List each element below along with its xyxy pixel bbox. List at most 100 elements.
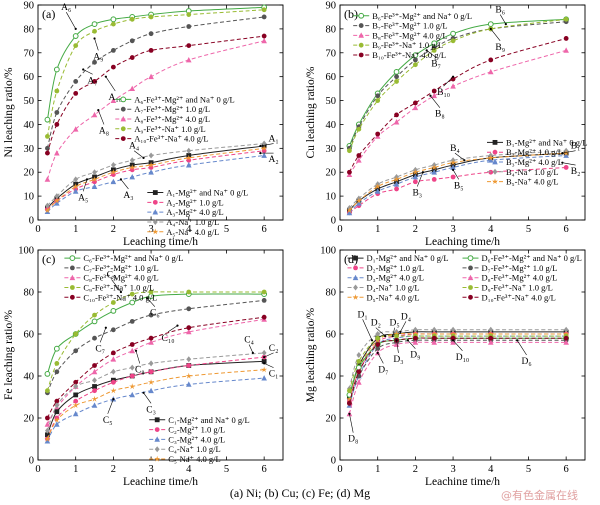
data-point-A4 [186, 147, 192, 154]
data-point-C8 [148, 339, 154, 345]
data-point-A10 [261, 33, 267, 39]
data-point-C8 [185, 328, 192, 335]
data-point-C3 [148, 387, 154, 394]
data-point-B10 [356, 153, 362, 158]
plot-frame [37, 249, 284, 461]
y-tick-label: 70 [326, 48, 337, 59]
data-point-D4 [412, 326, 418, 333]
legend-swatch-marker [492, 139, 498, 145]
data-point-A4 [73, 176, 79, 183]
data-point-B8 [393, 119, 400, 125]
data-point-C3 [129, 391, 136, 398]
data-point-B9 [394, 79, 399, 84]
legend-entry-label: B₆-Fe³⁺-Mg²⁺ and Na⁺ 0 g/L [372, 11, 472, 21]
data-point-C8 [129, 347, 136, 354]
data-point-D5 [563, 330, 570, 337]
data-point-C10 [186, 325, 192, 331]
y-tick-label: 90 [326, 1, 337, 12]
data-point-B5 [431, 164, 438, 171]
data-point-C3 [261, 375, 267, 381]
data-point-B10 [347, 169, 352, 175]
data-point-C7 [92, 335, 97, 341]
annotation-arrowhead [348, 412, 351, 415]
annotation-arrow [407, 340, 416, 349]
annotation-arrow [349, 413, 354, 433]
data-point-C9 [45, 388, 50, 394]
x-tick-label: 1 [375, 464, 380, 475]
annotation-label: C₉ [107, 270, 117, 280]
y-axis-label: Mg leaching ratio/% [305, 307, 317, 402]
data-point-D5 [487, 330, 494, 337]
legend-swatch-marker [154, 455, 161, 462]
y-tick-label: 40 [326, 120, 337, 131]
data-point-C4 [110, 368, 116, 375]
data-point-C8 [91, 368, 98, 375]
data-point-A4 [129, 157, 135, 164]
x-tick-label: 4 [186, 464, 192, 475]
y-axis-label: Ni leaching ratio/% [3, 67, 15, 157]
data-point-A5 [91, 176, 98, 182]
annotation-arrow [392, 327, 395, 337]
legend-swatch-marker [353, 265, 358, 271]
annotation-arrow [377, 352, 384, 364]
data-point-A8 [148, 73, 154, 80]
annotation-arrow [147, 298, 156, 307]
series-line-C6 [46, 293, 265, 375]
y-tick-label: 20 [326, 414, 337, 425]
series-line-C10 [46, 316, 265, 419]
data-point-C5 [91, 395, 98, 402]
y-tick-label: 90 [24, 1, 35, 12]
data-point-D10 [450, 335, 456, 341]
annotation-arrow [107, 398, 114, 414]
legend-entry-label: D₄-Na⁺ 1.0 g/L [367, 283, 420, 293]
annotation-arrowhead [119, 178, 123, 181]
data-point-B2 [394, 186, 399, 192]
legend-entry-label: B₅-Na⁺ 4.0 g/L [506, 177, 559, 187]
annotation-arrow [66, 12, 76, 30]
series-A10 [45, 33, 267, 156]
annotation-arrowhead [251, 351, 254, 354]
legend-entry-label: D₁-Mg²⁺ and Na⁺ 0 g/L [367, 253, 449, 263]
x-tick-label: 3 [148, 224, 153, 235]
annotation-arrowhead [134, 349, 138, 352]
y-tick-label: 40 [326, 372, 337, 383]
annotation-arrowhead [451, 75, 455, 78]
annotation-label: C₇ [95, 344, 105, 354]
data-point-B3 [346, 209, 353, 216]
data-point-A9 [110, 21, 116, 27]
annotation-label: A₅ [78, 193, 88, 203]
data-point-B5 [346, 207, 353, 214]
data-point-A7 [54, 110, 60, 115]
series-line-B9 [348, 18, 567, 151]
x-tick-label: 0 [337, 224, 342, 235]
annotation-arrowhead [425, 49, 428, 52]
data-point-C2 [186, 363, 192, 368]
data-point-D9 [375, 335, 381, 341]
data-point-C4 [92, 377, 97, 384]
data-point-C7 [261, 298, 267, 303]
data-point-D8 [356, 379, 362, 385]
data-point-C2 [73, 398, 79, 404]
annotation-arrowhead [176, 324, 179, 327]
data-point-B8 [450, 83, 456, 89]
x-tick-label: 2 [413, 224, 418, 235]
data-point-C5 [53, 416, 60, 423]
legend-entry-label: A₉-Fe³⁺-Na⁺ 1.0 g/L [134, 124, 205, 134]
data-point-A8 [129, 85, 136, 92]
data-point-A9 [148, 14, 154, 20]
annotation-label: A₁ [268, 135, 278, 145]
annotation-arrowhead [142, 156, 145, 159]
data-point-A4 [45, 202, 50, 209]
legend-swatch-marker [69, 294, 75, 300]
annotation-arrowhead [463, 159, 466, 162]
data-point-B3 [356, 200, 362, 206]
annotation-arrowhead [146, 297, 149, 300]
x-tick-label: 5 [224, 464, 229, 475]
plot-frame [37, 4, 284, 221]
data-point-C1 [92, 384, 97, 389]
legend-swatch-marker [69, 274, 76, 281]
data-point-A4 [148, 152, 154, 159]
annotation-label: D₄ [401, 312, 411, 322]
